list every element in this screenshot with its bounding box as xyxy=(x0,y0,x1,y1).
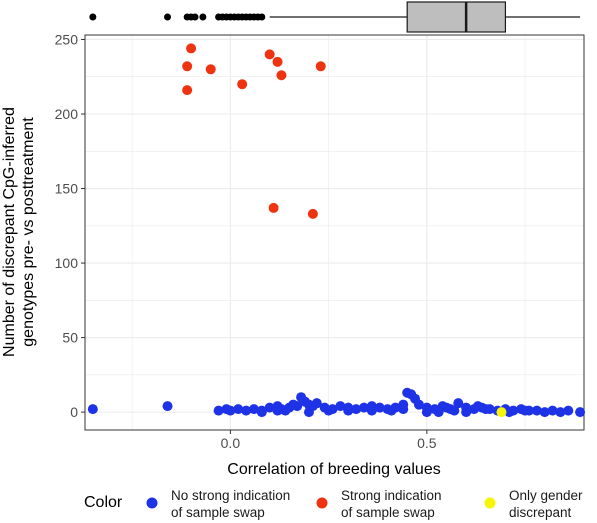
data-point xyxy=(205,64,216,75)
legend-key-no-swap xyxy=(146,497,158,509)
boxplot-outlier xyxy=(258,13,266,21)
data-point xyxy=(241,405,252,416)
data-point xyxy=(256,407,267,418)
data-point xyxy=(280,405,291,416)
legend-label-swap-line-2: of sample swap xyxy=(341,505,435,520)
data-point xyxy=(433,407,444,418)
data-point xyxy=(162,401,173,412)
plot-panel xyxy=(85,35,584,430)
data-point xyxy=(547,405,558,416)
marginal-boxplot xyxy=(89,1,581,33)
data-point xyxy=(323,405,334,416)
y-axis-title-line-1: Number of discrepant CpG-inferred xyxy=(1,107,18,357)
boxplot-outlier xyxy=(164,13,172,21)
data-point xyxy=(87,404,98,415)
data-point xyxy=(555,407,566,418)
data-point xyxy=(233,404,244,415)
data-point xyxy=(575,407,586,418)
data-point xyxy=(182,85,193,96)
legend-label-no-swap-line-1: No strong indication xyxy=(171,488,290,503)
data-point xyxy=(453,398,464,409)
data-point xyxy=(307,208,318,219)
boxplot-outlier xyxy=(89,13,97,21)
data-point xyxy=(421,407,432,418)
points xyxy=(87,43,586,418)
x-tick-label: 0.5 xyxy=(417,435,437,451)
data-point xyxy=(398,404,409,415)
legend-key-swap xyxy=(316,497,328,509)
plot-border xyxy=(84,34,585,431)
data-point xyxy=(182,61,193,72)
data-point xyxy=(496,407,507,418)
boxplot-outlier xyxy=(191,13,199,21)
data-point xyxy=(335,401,346,412)
y-tick-label: 150 xyxy=(55,181,79,197)
data-point xyxy=(480,404,491,415)
data-point xyxy=(276,70,287,81)
data-point xyxy=(237,79,248,90)
grid xyxy=(85,35,584,430)
y-tick-label: 0 xyxy=(70,404,78,420)
data-point xyxy=(563,405,574,416)
data-point xyxy=(272,56,283,67)
data-point xyxy=(461,407,472,418)
data-point xyxy=(264,402,275,413)
data-point xyxy=(292,401,303,412)
data-point xyxy=(225,405,236,416)
data-point xyxy=(504,407,515,418)
y-axis-title: Number of discrepant CpG-inferred genoty… xyxy=(1,107,37,357)
data-point xyxy=(303,407,314,418)
data-point xyxy=(520,405,531,416)
y-tick-label: 50 xyxy=(62,330,78,346)
y-axis-title-line-2: genotypes pre- vs posttreatment xyxy=(20,117,37,347)
data-point xyxy=(539,407,550,418)
data-point xyxy=(358,402,369,413)
data-point xyxy=(343,405,354,416)
y-tick-label: 200 xyxy=(55,106,79,122)
data-point xyxy=(248,404,259,415)
axes: 0 50 100 150 200 250 0.0 0.5 xyxy=(55,31,437,451)
boxplot-outlier xyxy=(199,13,207,21)
legend-label-gender-line-1: Only gender xyxy=(509,488,583,503)
data-point xyxy=(449,405,460,416)
x-tick-label: 0.0 xyxy=(221,435,241,451)
data-point xyxy=(186,43,197,54)
data-point xyxy=(366,405,377,416)
data-point xyxy=(315,61,326,72)
x-axis-title: Correlation of breeding values xyxy=(227,461,440,478)
legend-title: Color xyxy=(84,494,123,511)
legend-key-gender xyxy=(484,497,496,509)
y-tick-label: 100 xyxy=(55,255,79,271)
data-point xyxy=(351,404,362,415)
data-point xyxy=(413,399,424,410)
data-point xyxy=(264,49,275,60)
legend-label-no-swap-line-2: of sample swap xyxy=(171,505,265,520)
data-point xyxy=(531,405,542,416)
data-point xyxy=(213,405,224,416)
data-point xyxy=(272,405,283,416)
data-point xyxy=(311,398,322,409)
data-point xyxy=(268,202,279,213)
data-point xyxy=(386,405,397,416)
legend-label-gender-line-2: discrepant xyxy=(509,505,572,520)
data-point xyxy=(374,402,385,413)
y-tick-label: 250 xyxy=(55,31,79,47)
legend: Color No strong indication of sample swa… xyxy=(84,488,583,520)
legend-label-swap-line-1: Strong indication xyxy=(341,488,442,503)
boxplot-box xyxy=(406,1,507,33)
